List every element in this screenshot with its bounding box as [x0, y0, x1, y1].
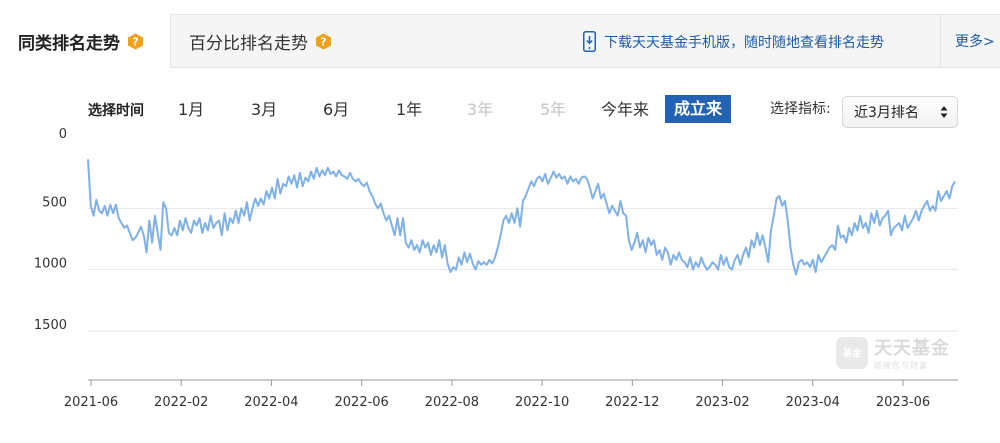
svg-text:?: ?	[132, 35, 138, 48]
indicator-select[interactable]: 近3月排名	[842, 96, 958, 128]
range-option-5y: 5年	[540, 100, 567, 119]
watermark: 基金 天天基金 链接您与财富	[836, 334, 950, 371]
mobile-phone-icon	[583, 31, 596, 52]
chart-grid	[88, 207, 958, 332]
y-tick-label: 1000	[34, 257, 67, 272]
indicator-label-text: 选择指标:	[770, 101, 831, 117]
watermark-brand: 天天基金	[874, 338, 950, 359]
more-link[interactable]: 更多>	[955, 34, 995, 50]
tab-percent-ranking-trend-label: 百分比排名走势	[189, 34, 308, 54]
help-icon[interactable]: ?	[315, 33, 332, 50]
x-tick-label: 2023-02	[695, 395, 749, 410]
rank-trend-chart: 0 500 1000 1500 2021-06 2022-02 2022-04 2022-0…	[34, 127, 958, 410]
x-tick-label: 2022-06	[335, 395, 389, 410]
x-tick-label: 2022-08	[425, 395, 479, 410]
help-icon[interactable]: ?	[127, 33, 144, 50]
y-tick-label: 500	[42, 195, 67, 210]
range-option-1y[interactable]: 1年	[396, 100, 423, 119]
time-range-label: 选择时间	[88, 103, 144, 119]
tab-peer-ranking-trend[interactable]: 同类排名走势 ?	[0, 14, 171, 69]
app-download-label: 下载天天基金手机版，随时随地查看排名走势	[604, 34, 884, 51]
svg-text:?: ?	[320, 36, 326, 49]
watermark-tagline: 链接您与财富	[874, 361, 928, 370]
x-tick-label: 2021-06	[64, 395, 118, 410]
range-option-ytd[interactable]: 今年来	[601, 100, 650, 119]
x-tick-label: 2023-04	[786, 395, 840, 410]
y-tick-label: 1500	[34, 318, 67, 333]
app-download-link[interactable]: 下载天天基金手机版，随时随地查看排名走势	[583, 31, 884, 52]
tab-peer-ranking-trend-label: 同类排名走势	[18, 33, 120, 54]
y-axis-ticks: 0 500 1000 1500	[34, 127, 67, 333]
x-tick-label: 2022-12	[605, 395, 659, 410]
range-option-since-inception[interactable]: 成立来	[665, 95, 732, 123]
x-tick-label: 2022-10	[515, 395, 569, 410]
select-arrows-icon	[940, 106, 948, 118]
watermark-logo: 基金	[836, 336, 868, 369]
x-axis: 2021-06 2022-02 2022-04 2022-06 2022-08 2022-…	[64, 379, 958, 410]
tab-percent-ranking-trend[interactable]: 百分比排名走势 ?	[171, 14, 361, 69]
range-option-3m[interactable]: 3月	[251, 100, 278, 119]
y-tick-label: 0	[59, 127, 67, 142]
tab-bar: 同类排名走势 ? 百分比排名走势 ? 下载天天基金手机版，随时随地查看排名走势 …	[0, 14, 1000, 69]
range-option-6m[interactable]: 6月	[323, 100, 350, 119]
indicator-select-value: 近3月排名	[854, 105, 919, 121]
rank-line	[87, 159, 956, 276]
x-tick-label: 2022-04	[244, 395, 298, 410]
time-range-selector: 选择时间	[88, 96, 144, 124]
range-option-3y: 3年	[467, 100, 494, 119]
x-tick-label: 2022-02	[154, 395, 208, 410]
x-tick-label: 2023-06	[876, 395, 930, 410]
more-container: 更多>	[940, 15, 1000, 67]
range-option-1m[interactable]: 1月	[178, 100, 205, 119]
indicator-label: 选择指标:	[770, 98, 831, 118]
